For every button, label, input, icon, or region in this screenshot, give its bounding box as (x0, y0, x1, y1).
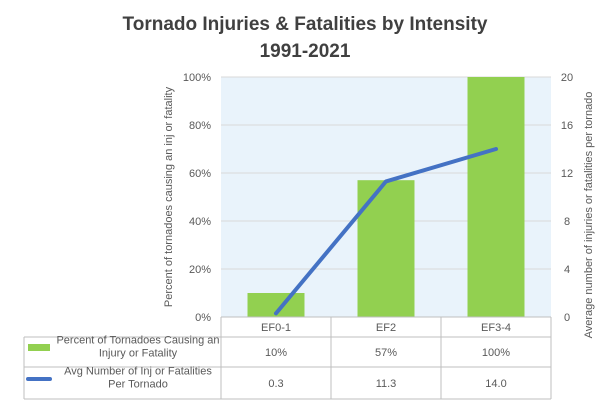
right-axis-label: Average number of injuries or fatalities… (583, 92, 595, 339)
bar-ef3-4 (467, 77, 525, 317)
table-cell: 11.3 (376, 378, 397, 390)
right-tick-label: 8 (564, 216, 570, 228)
table-cell: 100% (482, 347, 510, 359)
table-cell: 57% (375, 347, 397, 359)
left-tick-label: 100% (183, 72, 211, 84)
line-series-layer (274, 147, 498, 316)
left-axis-ticks: 0% 20% 40% 60% 80% 100% (183, 72, 211, 324)
right-tick-label: 20 (561, 72, 573, 84)
category-label: EF0-1 (261, 322, 291, 334)
category-label: EF2 (376, 322, 396, 334)
left-tick-label: 60% (189, 168, 211, 180)
table-cell: 0.3 (268, 378, 283, 390)
right-tick-label: 4 (564, 264, 570, 276)
series-name: Percent of Tornadoes Causing an Injury or… (56, 335, 219, 360)
category-label: EF3-4 (481, 322, 511, 334)
table-cell: 10% (265, 347, 287, 359)
bar-ef2 (357, 180, 415, 317)
table-cell: 14.0 (485, 378, 506, 390)
chart-subtitle: 1991-2021 (260, 41, 351, 62)
series-name: Avg Number of Inj or Fatalities Per Torna… (64, 366, 212, 391)
data-table: EF0-1 EF2 EF3-4 Percent of Tornadoes Causin… (23, 316, 552, 400)
legend-key-bars (28, 344, 50, 351)
left-axis-label: Percent of tornadoes causing an inj or f… (163, 86, 175, 307)
right-axis-ticks: 0 4 8 12 16 20 (561, 72, 573, 324)
right-tick-label: 16 (561, 120, 573, 132)
left-tick-label: 0% (195, 312, 211, 324)
left-tick-label: 20% (189, 264, 211, 276)
chart-title: Tornado Injuries & Fatalities by Intensi… (123, 14, 488, 35)
bar-series (247, 77, 525, 317)
left-tick-label: 40% (189, 216, 211, 228)
right-tick-label: 12 (561, 168, 573, 180)
left-tick-label: 80% (189, 120, 211, 132)
right-tick-label: 0 (564, 312, 570, 324)
